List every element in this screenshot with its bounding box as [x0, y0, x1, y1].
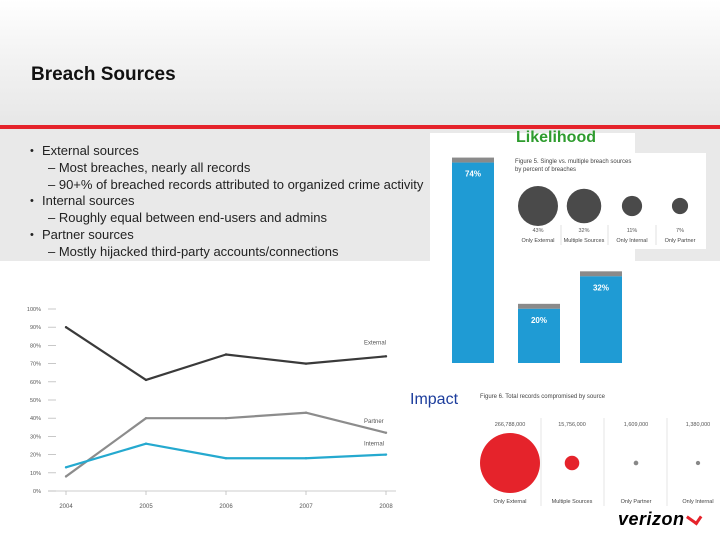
bubble-3	[695, 460, 701, 466]
y-tick-label: 60%	[30, 380, 41, 386]
data-point	[384, 431, 388, 434]
series-line-partner	[65, 411, 387, 478]
figure5-bubbles: 43% Only External 32% Multiple Sources 11% On…	[518, 186, 696, 245]
bar-category-label: Internal	[526, 367, 551, 376]
series-line-internal	[65, 442, 387, 469]
bubble-value: 32%	[578, 228, 589, 234]
data-point	[304, 362, 308, 365]
x-tick-label: 2006	[219, 504, 233, 510]
accent-divider	[0, 125, 720, 129]
figure5-caption-line2: by percent of breaches	[515, 167, 577, 173]
y-tick-label: 0%	[33, 489, 41, 495]
bubble-category: Only Internal	[682, 499, 713, 505]
y-tick-label: 30%	[30, 434, 41, 440]
bullet-internal: Internal sources	[30, 193, 423, 210]
data-point	[224, 417, 228, 420]
bar-category-label: External	[459, 367, 487, 376]
bar-value-label: 20%	[531, 316, 547, 325]
bullet-partner: Partner sources	[30, 227, 423, 244]
figure5-card: Figure 5. Single vs. multiple breach sou…	[510, 153, 706, 249]
y-tick-label: 40%	[30, 416, 41, 422]
bubble-value: 7%	[676, 228, 684, 234]
bar-cap	[518, 303, 560, 309]
sub-bullet: – Mostly hijacked third-party accounts/c…	[48, 243, 339, 259]
x-tick-label: 2007	[299, 504, 313, 510]
line-chart-card: 0% 10% 20% 30% 40% 50% 60% 70% 80% 90% 100% 2004 200…	[20, 305, 400, 512]
data-point	[304, 457, 308, 460]
bubble-value: 15,756,000	[558, 422, 586, 428]
y-tick-label: 70%	[30, 362, 41, 368]
impact-label: Impact	[410, 391, 459, 408]
bubble-value: 266,788,000	[495, 422, 526, 428]
bubble-1	[566, 188, 602, 224]
sub-bullet: – 90+% of breached records attributed to…	[48, 176, 424, 192]
bar-chart: 74% External 20% Internal 32% Partner	[452, 157, 622, 376]
bubble-3	[671, 197, 689, 215]
bar-category-label: Partner	[589, 367, 614, 376]
likelihood-label: Likelihood	[516, 129, 596, 146]
x-tick-label: 2005	[139, 504, 153, 510]
bubble-2	[621, 195, 643, 217]
bar-internal	[518, 308, 560, 363]
bar-cap	[580, 271, 622, 277]
bubble-value: 1,380,000	[686, 422, 710, 428]
bubble-category: Multiple Sources	[564, 238, 605, 244]
x-tick-label: 2004	[59, 504, 73, 510]
data-point	[64, 475, 68, 478]
figure5-caption-line1: Figure 5. Single vs. multiple breach sou…	[515, 159, 632, 165]
bubble-category: Only Partner	[621, 499, 652, 505]
data-point	[384, 453, 388, 456]
y-tick-label: 90%	[30, 325, 41, 331]
verizon-check-icon	[686, 509, 703, 526]
bullet-list: External sources – Most breaches, nearly…	[30, 143, 423, 261]
data-point	[64, 466, 68, 469]
data-point	[144, 417, 148, 420]
bar-value-label: 32%	[593, 283, 609, 292]
sub-bullet: – Roughly equal between end-users and ad…	[48, 210, 327, 226]
bubble-category: Only Internal	[616, 238, 647, 244]
slide-title: Breach Sources	[31, 64, 176, 85]
bubble-category: Multiple Sources	[552, 499, 593, 505]
bubble-category: Only Partner	[665, 238, 696, 244]
data-point	[144, 442, 148, 445]
bubble-value: 1,609,000	[624, 422, 648, 428]
y-tick-label: 100%	[27, 307, 41, 313]
series-label-external: External	[364, 340, 386, 346]
bar-value-label: 74%	[465, 170, 481, 179]
data-point	[144, 378, 148, 382]
series-label-internal: Internal	[364, 442, 384, 448]
line-chart: 0% 10% 20% 30% 40% 50% 60% 70% 80% 90% 100% 2004 200…	[27, 307, 396, 510]
verizon-logo: verizon	[618, 509, 685, 529]
data-point	[384, 355, 388, 358]
bullet-external: External sources	[30, 143, 423, 160]
bubble-0	[518, 186, 558, 226]
data-point	[64, 326, 68, 329]
figure6-card: Figure 6. Total records compromised by s…	[474, 388, 720, 510]
bar-partner	[580, 276, 622, 363]
y-tick-label: 50%	[30, 398, 41, 404]
bubble-1	[564, 455, 580, 471]
bubble-category: Only External	[521, 238, 554, 244]
figure6-bubbles: 266,788,000 Only External 15,756,000 Multip…	[480, 418, 714, 506]
bubble-0	[480, 433, 540, 493]
bubble-value: 43%	[532, 228, 543, 234]
bubble-value: 11%	[627, 228, 638, 234]
series-label-partner: Partner	[364, 419, 384, 425]
bubble-2	[633, 460, 639, 466]
bar-external	[452, 162, 494, 363]
bubble-category: Only External	[493, 499, 526, 505]
y-tick-label: 80%	[30, 343, 41, 349]
y-tick-label: 20%	[30, 453, 41, 459]
x-tick-label: 2008	[379, 504, 393, 510]
bar-cap	[452, 157, 494, 163]
y-tick-label: 10%	[30, 471, 41, 477]
header-band	[0, 0, 720, 125]
sub-bullet: – Most breaches, nearly all records	[48, 159, 251, 175]
data-point	[224, 353, 228, 356]
data-point	[304, 411, 308, 414]
figure6-caption: Figure 6. Total records compromised by s…	[480, 394, 605, 400]
data-point	[224, 457, 228, 460]
